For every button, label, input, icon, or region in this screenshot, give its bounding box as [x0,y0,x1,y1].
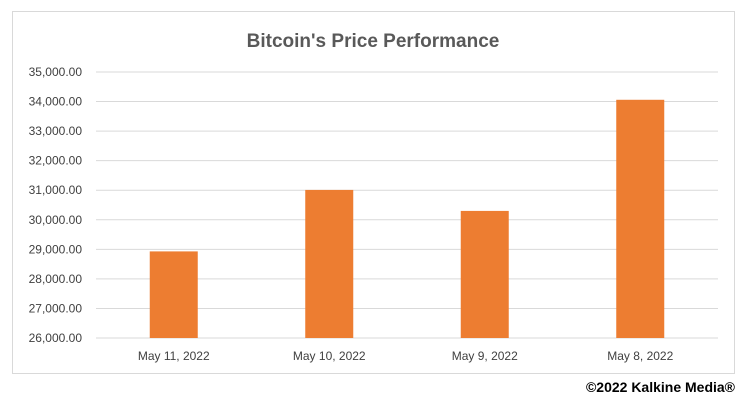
y-tick-label: 32,000.00 [29,154,83,168]
bar [305,189,354,338]
chart-area: Bitcoin's Price Performance 26,000.00 27,… [12,11,735,374]
chart-title: Bitcoin's Price Performance [247,31,500,52]
x-tick-label: May 8, 2022 [607,349,673,363]
y-tick-label: 33,000.00 [29,124,83,138]
y-tick-label: 30,000.00 [29,213,83,227]
gridlines [96,71,718,339]
y-tick-label: 31,000.00 [29,183,83,197]
x-tick-label: May 11, 2022 [138,349,210,363]
x-tick-label: May 10, 2022 [293,349,366,363]
y-tick-label: 35,000.00 [29,65,83,79]
bar [149,251,198,338]
copyright-notice: ©2022 Kalkine Media® [585,379,735,395]
y-tick-label: 26,000.00 [29,331,83,345]
y-tick-label: 27,000.00 [29,301,83,315]
y-tick-label: 29,000.00 [29,242,83,256]
bars [149,99,665,338]
y-tick-label: 34,000.00 [29,95,83,109]
y-tick-label: 28,000.00 [29,272,83,286]
bar [460,210,509,338]
bar [616,99,665,338]
y-axis-ticks: 26,000.00 27,000.00 28,000.00 29,000.00 30,0… [29,65,83,345]
bar-chart: Bitcoin's Price Performance 26,000.00 27,… [29,31,718,363]
x-axis-ticks: May 11, 2022 May 10, 2022 May 9, 2022 May 8… [138,349,674,363]
x-tick-label: May 9, 2022 [452,349,518,363]
